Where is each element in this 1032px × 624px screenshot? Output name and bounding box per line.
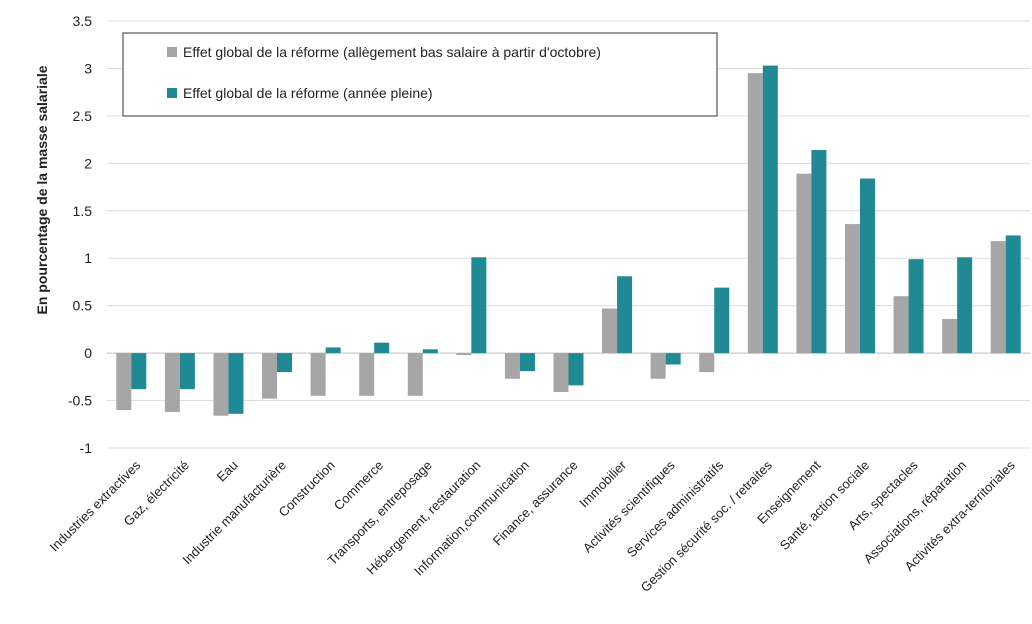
bar-series-1	[942, 318, 958, 354]
bar-series-2	[908, 259, 924, 354]
y-tick-label: 2.5	[73, 108, 93, 124]
bar-series-2	[374, 342, 390, 354]
bar-series-2	[471, 257, 487, 354]
bar-series-1	[213, 353, 229, 416]
bar-series-2	[519, 353, 535, 372]
y-tick-label: 3	[84, 60, 92, 76]
y-tick-label: 1	[84, 250, 92, 266]
x-tick-label: Finance, assurance	[490, 458, 581, 549]
bar-series-1	[796, 173, 812, 354]
bar-series-2	[228, 353, 244, 414]
bar-series-2	[811, 150, 827, 354]
y-tick-label: 3.5	[73, 13, 93, 29]
bar-series-2	[325, 347, 341, 354]
y-tick-label: 0.5	[73, 298, 93, 314]
bar-series-1	[456, 353, 472, 356]
bar-series-1	[262, 353, 278, 399]
bar-series-2	[131, 353, 147, 390]
legend: Effet global de la réforme (allègement b…	[122, 32, 718, 117]
bar-series-2	[568, 353, 584, 386]
legend-swatch-1	[167, 47, 177, 57]
bar-series-1	[359, 353, 375, 396]
bar-series-2	[762, 65, 778, 354]
y-tick-labels: -1 -0.5 0 0.5 1 1.5 2 2.5 3 3.5	[68, 13, 92, 456]
y-tick-label: 2	[84, 155, 92, 171]
bar-series-1	[504, 353, 520, 379]
bar-series-2	[617, 276, 633, 354]
y-tick-label: 0	[84, 345, 92, 361]
bars	[116, 65, 1021, 416]
bar-series-1	[553, 353, 569, 393]
x-tick-label: Santé, action sociale	[777, 458, 872, 553]
legend-label-1: Effet global de la réforme (allègement b…	[183, 44, 601, 60]
bar-series-1	[893, 296, 909, 354]
y-tick-label: -1	[80, 440, 93, 456]
bar-series-1	[990, 241, 1006, 354]
bar-series-1	[116, 353, 132, 411]
x-tick-label: Eau	[214, 458, 241, 485]
bar-series-2	[422, 349, 438, 354]
y-axis-label: En pourcentage de la masse salariale	[34, 65, 50, 314]
legend-label-2: Effet global de la réforme (année pleine…	[183, 85, 433, 101]
bar-series-2	[179, 353, 195, 390]
y-tick-label: 1.5	[73, 203, 93, 219]
x-tick-label: Activités scientifiques	[580, 457, 678, 555]
bar-series-2	[859, 178, 875, 354]
bar-series-1	[164, 353, 180, 412]
bar-series-1	[747, 73, 763, 354]
bar-series-1	[407, 353, 423, 396]
bar-series-1	[699, 353, 715, 373]
bar-series-1	[650, 353, 666, 379]
bar-series-2	[714, 287, 730, 354]
legend-box	[122, 32, 718, 117]
bar-series-2	[1005, 235, 1021, 354]
bar-series-2	[665, 353, 681, 365]
bar-series-2	[277, 353, 293, 373]
y-tick-label: -0.5	[68, 393, 92, 409]
bar-series-1	[310, 353, 326, 396]
legend-swatch-2	[167, 88, 177, 98]
bar-series-2	[957, 257, 973, 354]
x-tick-label: Industries extractives	[46, 457, 143, 554]
x-tick-label: Services administratifs	[624, 457, 727, 560]
bar-series-1	[844, 224, 860, 354]
bar-series-1	[602, 308, 618, 354]
